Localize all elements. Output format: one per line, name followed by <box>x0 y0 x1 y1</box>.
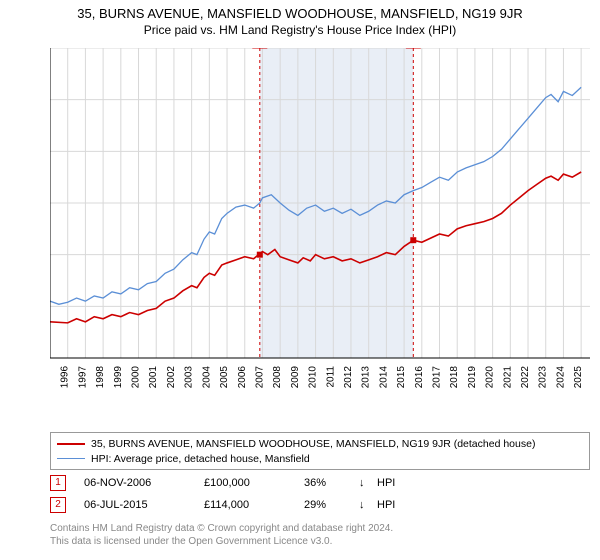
sale-pct: 36% <box>304 477 359 489</box>
sales-table: 1 06-NOV-2006£100,00036%↓HPI 2 06-JUL-2015£… <box>50 472 395 516</box>
svg-text:1999: 1999 <box>113 366 124 388</box>
svg-text:2022: 2022 <box>520 366 531 388</box>
svg-text:2020: 2020 <box>485 366 496 388</box>
svg-text:2017: 2017 <box>432 366 443 388</box>
sale-hpi-label: HPI <box>377 477 395 489</box>
svg-text:2010: 2010 <box>308 366 319 388</box>
svg-text:2016: 2016 <box>414 366 425 388</box>
down-arrow-icon: ↓ <box>359 499 377 511</box>
svg-text:2007: 2007 <box>254 366 265 388</box>
sale-date: 06-NOV-2006 <box>84 477 204 489</box>
svg-text:2023: 2023 <box>538 366 549 388</box>
sale-hpi-label: HPI <box>377 499 395 511</box>
svg-text:2006: 2006 <box>237 366 248 388</box>
down-arrow-icon: ↓ <box>359 477 377 489</box>
svg-text:2021: 2021 <box>502 366 513 388</box>
svg-text:2025: 2025 <box>573 366 584 388</box>
svg-text:2015: 2015 <box>396 366 407 388</box>
svg-text:2013: 2013 <box>361 366 372 388</box>
sale-row: 1 06-NOV-2006£100,00036%↓HPI <box>50 472 395 494</box>
footer-line1: Contains HM Land Registry data © Crown c… <box>50 522 393 535</box>
legend: 35, BURNS AVENUE, MANSFIELD WOODHOUSE, M… <box>50 432 590 470</box>
svg-text:2005: 2005 <box>219 366 230 388</box>
svg-text:1997: 1997 <box>77 366 88 388</box>
sale-row: 2 06-JUL-2015£114,00029%↓HPI <box>50 494 395 516</box>
price-chart: £0£50K£100K£150K£200K£250K£300K199519961… <box>50 48 590 388</box>
sale-pct: 29% <box>304 499 359 511</box>
svg-text:2009: 2009 <box>290 366 301 388</box>
svg-text:2012: 2012 <box>343 366 354 388</box>
sale-price: £100,000 <box>204 477 304 489</box>
footer-line2: This data is licensed under the Open Gov… <box>50 535 393 548</box>
svg-text:2014: 2014 <box>378 366 389 388</box>
legend-item: HPI: Average price, detached house, Mans… <box>57 451 583 466</box>
footer-text: Contains HM Land Registry data © Crown c… <box>50 522 393 548</box>
legend-item: 35, BURNS AVENUE, MANSFIELD WOODHOUSE, M… <box>57 436 583 451</box>
svg-text:2018: 2018 <box>449 366 460 388</box>
svg-text:2003: 2003 <box>184 366 195 388</box>
chart-subtitle: Price paid vs. HM Land Registry's House … <box>0 23 600 37</box>
svg-text:2008: 2008 <box>272 366 283 388</box>
sale-marker: 2 <box>50 497 66 513</box>
svg-text:2004: 2004 <box>201 366 212 388</box>
sale-marker: 1 <box>50 475 66 491</box>
svg-text:2019: 2019 <box>467 366 478 388</box>
sale-price: £114,000 <box>204 499 304 511</box>
svg-text:2000: 2000 <box>131 366 142 388</box>
svg-text:2011: 2011 <box>325 366 336 388</box>
svg-text:2001: 2001 <box>148 366 159 388</box>
svg-text:1998: 1998 <box>95 366 106 388</box>
chart-title: 35, BURNS AVENUE, MANSFIELD WOODHOUSE, M… <box>0 6 600 21</box>
svg-text:2002: 2002 <box>166 366 177 388</box>
sale-date: 06-JUL-2015 <box>84 499 204 511</box>
svg-text:1995: 1995 <box>50 366 53 388</box>
svg-text:2024: 2024 <box>555 366 566 388</box>
svg-text:1996: 1996 <box>60 366 71 388</box>
